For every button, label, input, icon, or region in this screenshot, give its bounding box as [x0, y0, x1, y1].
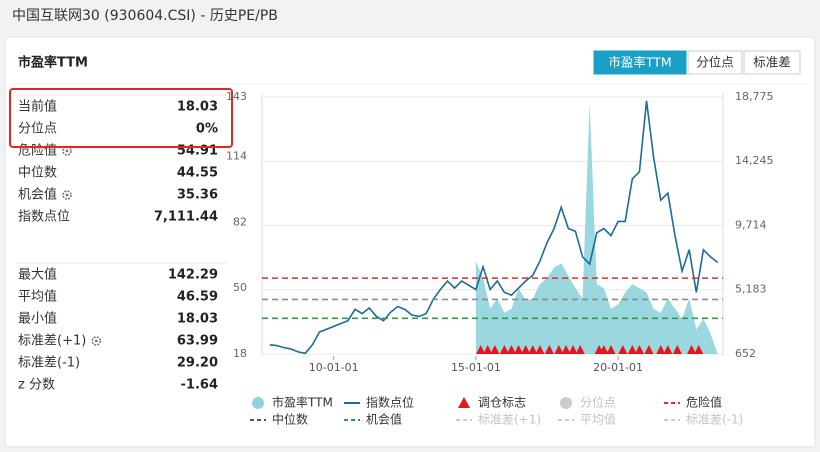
y2-tick-label: 18,775: [735, 90, 774, 103]
legend-label[interactable]: 中位数: [272, 412, 308, 427]
legend-label[interactable]: 危险值: [686, 395, 722, 410]
stat-label: 危险值: [18, 143, 57, 159]
rebalance-marker: [599, 345, 609, 354]
stat-label: 平均值: [18, 289, 57, 305]
rebalance-marker: [568, 345, 578, 354]
gear-icon[interactable]: [91, 336, 102, 346]
tab-button[interactable]: [687, 50, 743, 75]
stat-value: 63.99: [177, 334, 218, 349]
rebalance-marker: [634, 345, 644, 354]
y-tick-label: 50: [233, 281, 247, 294]
x-tick-label: 15-01-01: [451, 361, 501, 374]
rebalance-marker: [490, 345, 500, 354]
legend-label[interactable]: 调仓标志: [478, 396, 526, 410]
stat-label: 标准差(+1): [18, 334, 86, 349]
x-tick-label: 10-01-01: [309, 361, 359, 374]
stat-label: 最大值: [18, 267, 57, 283]
stat-label: 机会值: [18, 187, 57, 203]
rebalance-marker: [656, 345, 666, 354]
gear-icon[interactable]: [62, 146, 72, 156]
y-tick-label: 114: [226, 150, 247, 163]
index-line: [269, 100, 719, 355]
gear-icon-hub: [65, 149, 69, 153]
stat-value: 18.03: [177, 312, 218, 327]
tab-label[interactable]: 分位点: [696, 55, 734, 70]
stat-value: 35.36: [177, 188, 218, 203]
legend-label[interactable]: 标准差(+1): [478, 413, 541, 427]
panel-title: 市盈率TTM: [18, 55, 88, 71]
rebalance-marker: [618, 345, 628, 354]
stat-label: 最小值: [18, 311, 57, 327]
stat-value: -1.64: [181, 378, 218, 393]
legend-label[interactable]: 市盈率TTM: [272, 395, 333, 410]
stat-value: 142.29: [168, 268, 218, 283]
stat-value: 18.03: [177, 100, 218, 115]
gear-icon-hub: [94, 339, 98, 343]
stat-label: 标准差(-1): [18, 356, 80, 371]
rebalance-marker: [499, 345, 509, 354]
rebalance-marker: [672, 345, 682, 354]
highlight-box: [9, 88, 233, 148]
legend-label[interactable]: 标准差(-1): [686, 413, 743, 427]
rebalance-marker: [528, 345, 538, 354]
rebalance-marker: [514, 345, 524, 354]
stat-value: 29.20: [177, 356, 218, 371]
rebalance-marker: [687, 345, 697, 354]
y-tick-label: 82: [233, 215, 247, 228]
stat-value: 46.59: [177, 290, 218, 305]
stat-label: 中位数: [18, 166, 57, 181]
rebalance-marker: [521, 345, 531, 354]
y2-tick-label: 652: [735, 347, 756, 360]
rebalance-marker: [575, 345, 585, 354]
stat-label: 指数点位: [18, 210, 70, 225]
rebalance-marker: [483, 345, 493, 354]
page-title: 中国互联网30 (930604.CSI) - 历史PE/PB: [12, 8, 278, 24]
rebalance-marker: [694, 345, 704, 354]
tab-label[interactable]: 标准差: [753, 55, 791, 70]
tab-button[interactable]: [593, 50, 687, 75]
rebalance-marker: [535, 345, 545, 354]
stat-value: 7,111.44: [154, 210, 218, 225]
x-tick-label: 20-01-01: [593, 361, 643, 374]
gear-icon[interactable]: [62, 190, 72, 200]
rebalance-marker: [644, 345, 654, 354]
legend-label[interactable]: 分位点: [580, 395, 616, 410]
stat-value: 54.91: [177, 144, 218, 159]
y2-tick-label: 9,714: [735, 218, 767, 231]
panel: [4, 36, 816, 448]
legend-label[interactable]: 指数点位: [366, 395, 414, 410]
stat-value: 0%: [196, 122, 218, 137]
pe-area: [475, 103, 718, 354]
stat-value: 44.55: [177, 166, 218, 181]
stat-label: z 分数: [18, 378, 55, 393]
tab-button[interactable]: [743, 50, 801, 75]
rebalance-marker: [506, 345, 516, 354]
y2-tick-label: 5,183: [735, 283, 767, 296]
legend-label[interactable]: 平均值: [580, 412, 616, 427]
gear-icon-hub: [65, 193, 69, 197]
legend-label[interactable]: 机会值: [366, 412, 402, 427]
y2-tick-label: 14,245: [735, 154, 774, 167]
legend-symbol[interactable]: [458, 397, 470, 408]
legend-symbol[interactable]: [252, 397, 264, 409]
y-tick-label: 143: [226, 90, 247, 103]
legend-symbol[interactable]: [560, 397, 572, 409]
rebalance-marker: [627, 345, 637, 354]
rebalance-marker: [561, 345, 571, 354]
rebalance-marker: [663, 345, 673, 354]
rebalance-marker: [544, 345, 554, 354]
stat-label: 当前值: [18, 99, 57, 115]
rebalance-marker: [476, 345, 486, 354]
tab-label[interactable]: 市盈率TTM: [608, 55, 671, 70]
rebalance-marker: [554, 345, 564, 354]
y-tick-label: 18: [233, 347, 247, 360]
stat-label: 分位点: [18, 122, 57, 137]
rebalance-marker: [606, 345, 616, 354]
